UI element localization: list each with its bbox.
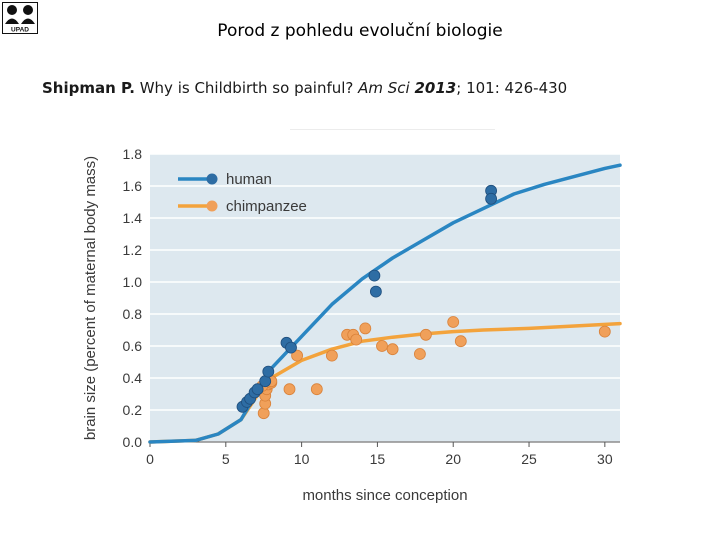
x-tick-label: 5: [222, 451, 230, 467]
chimpanzee-data-point: [598, 325, 611, 338]
citation-year: 2013: [414, 79, 457, 97]
chimpanzee-data-point: [325, 349, 338, 362]
chimpanzee-data-point: [257, 407, 270, 420]
legend-marker-chimpanzee: [206, 200, 218, 212]
x-tick-label: 0: [146, 451, 154, 467]
upad-logo: UPAD: [2, 2, 38, 34]
chimpanzee-data-point: [350, 333, 363, 346]
legend-label-chimpanzee: chimpanzee: [226, 198, 307, 215]
y-tick-label: 1.4: [123, 210, 143, 226]
slide-title: Porod z pohledu evoluční biologie: [217, 21, 503, 41]
y-tick-label: 0.0: [123, 434, 143, 450]
chimpanzee-data-point: [419, 328, 432, 341]
logo-text: UPAD: [11, 27, 29, 34]
chimpanzee-data-point: [447, 316, 460, 328]
human-data-point: [368, 269, 381, 282]
citation: Shipman P. Why is Childbirth so painful?…: [42, 79, 567, 97]
chimpanzee-data-point: [376, 340, 388, 352]
x-axis-label: months since conception: [302, 487, 467, 504]
chimpanzee-data-point: [454, 335, 467, 348]
human-data-point: [485, 192, 498, 205]
divider-line: [290, 129, 495, 130]
citation-volume-pages: ; 101: 426-430: [456, 79, 568, 97]
chimpanzee-data-point: [413, 348, 426, 360]
human-trend-line: [148, 163, 622, 444]
human-data-point: [262, 365, 275, 378]
human-data-point: [369, 285, 382, 298]
citation-journal: Am Sci: [358, 79, 410, 97]
plot-area: [150, 154, 620, 442]
chimpanzee-data-point: [283, 383, 296, 396]
chimpanzee-data-point: [310, 383, 323, 396]
x-tick-label: 20: [445, 451, 461, 467]
x-tick-label: 25: [521, 451, 537, 467]
y-tick-label: 1.6: [123, 178, 143, 194]
y-tick-label: 1.0: [123, 274, 143, 290]
x-tick-label: 15: [370, 451, 386, 467]
legend-marker-human: [206, 173, 218, 185]
citation-author: Shipman P.: [42, 79, 135, 97]
y-tick-label: 0.6: [123, 338, 143, 354]
y-tick-label: 0.4: [123, 370, 143, 386]
brain-size-chart: 0.0 0.2 0.4 0.6 0.8 1.0 1.2 1.4 1.6 1.8 0 5 10 15 20 25…: [82, 146, 622, 504]
chimpanzee-data-point: [386, 343, 399, 356]
x-tick-label: 30: [597, 451, 613, 467]
x-tick-label: 10: [294, 451, 310, 467]
human-data-point: [251, 383, 264, 396]
human-data-point: [285, 341, 297, 354]
y-tick-label: 1.8: [123, 146, 143, 162]
chimpanzee-data-point: [291, 349, 304, 362]
citation-title: Why is Childbirth so painful?: [134, 79, 359, 97]
y-tick-label: 0.2: [123, 402, 143, 418]
legend-label-human: human: [226, 171, 272, 188]
y-tick-label: 1.2: [123, 242, 143, 258]
y-tick-label: 0.8: [123, 306, 143, 322]
y-axis-label: brain size (percent of maternal body mas…: [82, 156, 99, 440]
chimpanzee-data-point: [359, 322, 372, 335]
